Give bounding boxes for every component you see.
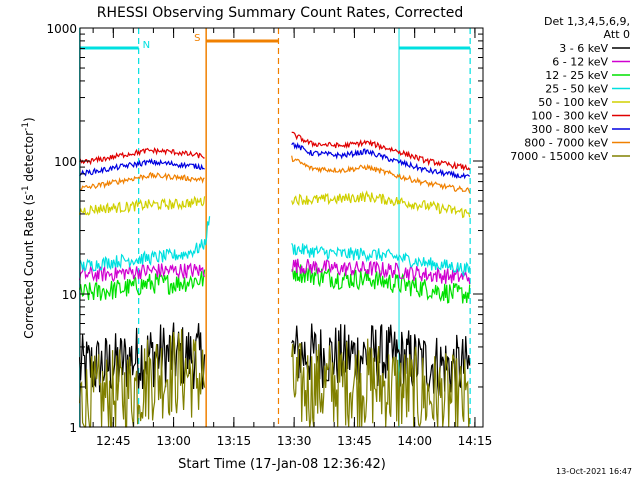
y-tick-label: 1000: [46, 22, 77, 36]
series-line: [291, 258, 471, 285]
generation-timestamp: 13-Oct-2021 16:47: [556, 467, 632, 476]
series-line: [291, 243, 471, 278]
y-tick-label: 1: [69, 421, 77, 435]
series-line: [291, 131, 471, 172]
y-tick-label: 10: [62, 288, 77, 302]
legend-header-line1: Det 1,3,4,5,6,9,: [544, 15, 630, 28]
x-tick-label: 14:00: [397, 434, 432, 448]
x-tick-label: 13:45: [337, 434, 372, 448]
series-line: [291, 338, 471, 428]
legend-entry-label: 25 - 50 keV: [545, 83, 608, 96]
plot-area: NS: [79, 28, 471, 428]
legend-entry-label: 3 - 6 keV: [559, 42, 608, 55]
y-axis: 1 10 100 1000: [46, 22, 483, 435]
legend-entry-label: 50 - 100 keV: [538, 96, 608, 109]
legend-entry-label: 12 - 25 keV: [545, 69, 608, 82]
legend-entry-label: 300 - 800 keV: [531, 123, 608, 136]
series-line: [79, 262, 206, 283]
x-tick-label: 13:30: [277, 434, 312, 448]
legend-header-line2: Att 0: [604, 28, 630, 41]
annotation-label: S: [194, 33, 200, 44]
series-line: [79, 171, 205, 191]
series-line: [291, 155, 471, 194]
legend-entry-label: 800 - 7000 keV: [524, 137, 608, 150]
x-tick-label: 13:15: [217, 434, 252, 448]
x-tick-label: 13:00: [156, 434, 191, 448]
x-tick-label: 14:15: [458, 434, 493, 448]
plot-frame: [79, 27, 484, 428]
series-line: [79, 322, 206, 393]
series-line: [79, 195, 206, 216]
x-tick-label: 12:45: [96, 434, 131, 448]
legend-entry-label: 100 - 300 keV: [531, 110, 608, 123]
y-axis-label: Corrected Count Rate (s-1 detector-1): [21, 117, 36, 338]
series-line: [291, 190, 471, 219]
legend-entry-label: 7000 - 15000 keV: [510, 150, 608, 163]
series-line: [79, 146, 205, 166]
x-axis-label: Start Time (17-Jan-08 12:36:42): [178, 457, 386, 472]
x-axis: 12:45 13:00 13:15 13:30 13:45 14:00 14:15: [92, 28, 493, 448]
series-line: [79, 157, 205, 177]
y-tick-label: 100: [54, 155, 77, 169]
legend-entry-label: 6 - 12 keV: [552, 56, 608, 69]
chart-title: RHESSI Observing Summary Count Rates, Co…: [97, 5, 463, 21]
series-line: [291, 141, 471, 180]
annotation-label: N: [143, 40, 150, 51]
series-line: [79, 216, 211, 272]
series-line: [79, 329, 206, 428]
series-line: [79, 269, 206, 301]
